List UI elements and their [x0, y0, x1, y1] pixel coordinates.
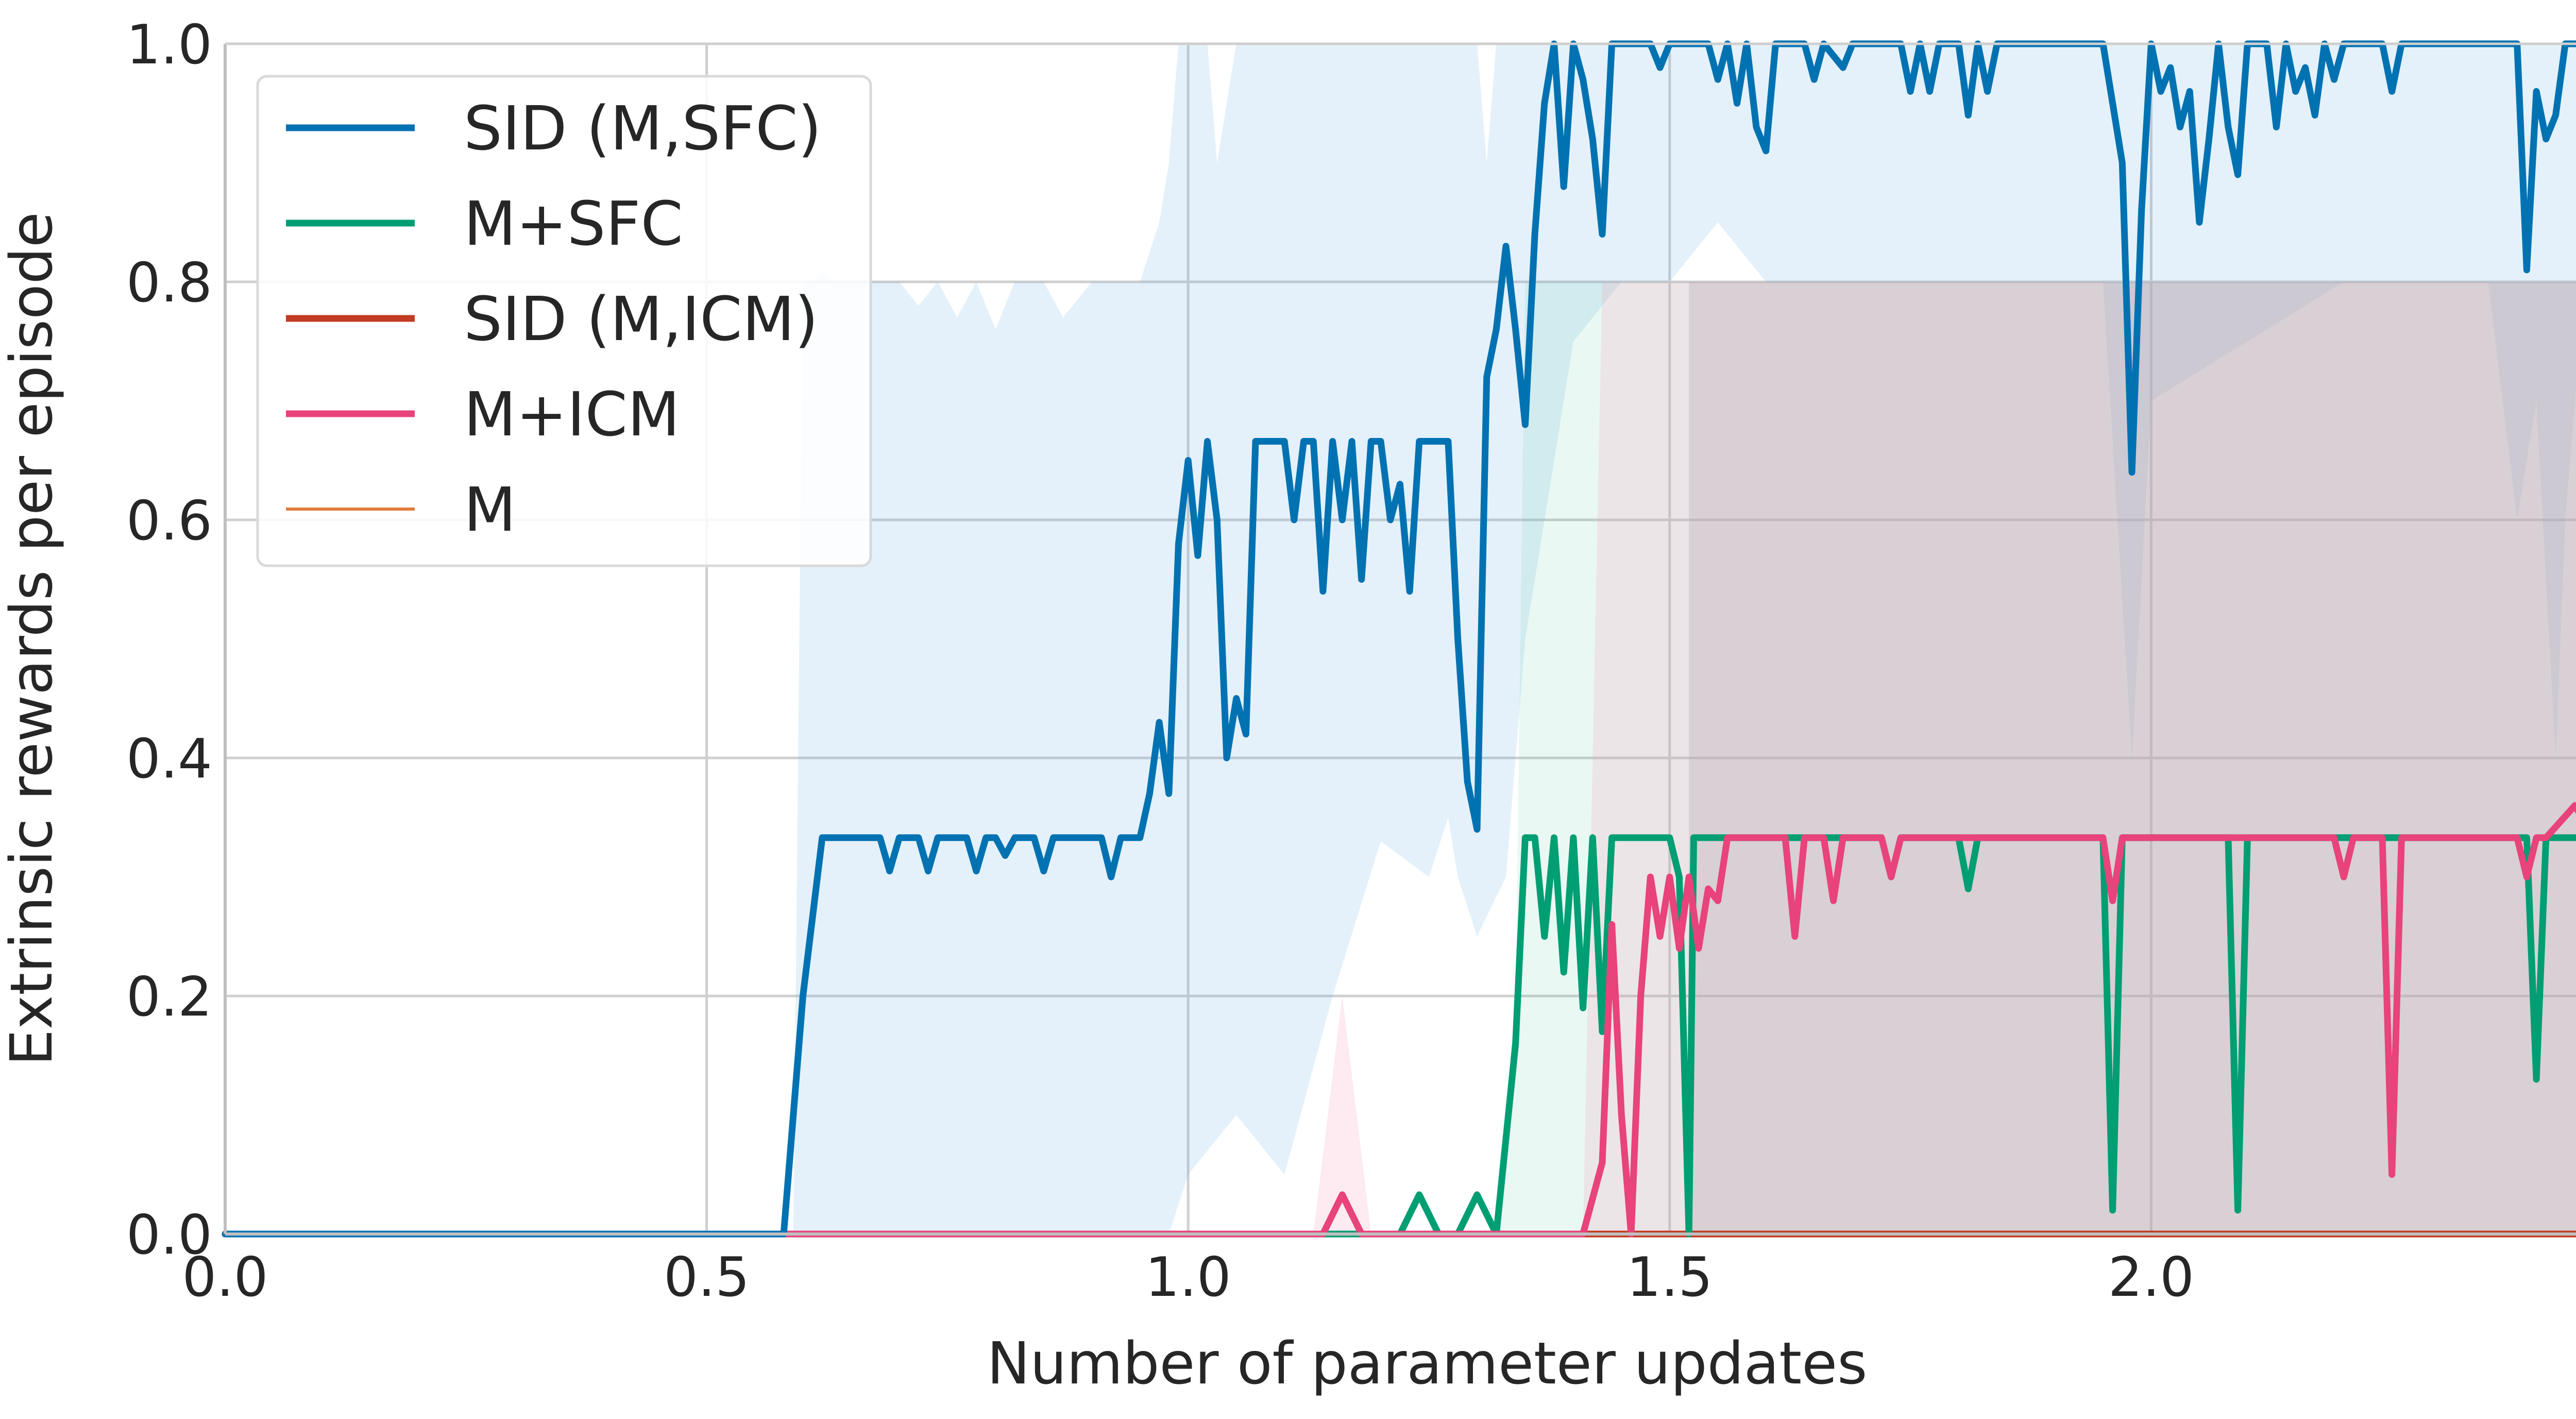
y-tick-label-4: 0.8	[126, 251, 212, 314]
x-tick-labels: 0.00.51.01.52.02.5	[182, 1246, 2194, 1309]
y-tick-labels: 0.0 0.2 0.4 0.6 0.8 1.0	[126, 13, 212, 1266]
legend-label-3: M+ICM	[464, 379, 680, 450]
x-tick-label-4: 2.0	[2108, 1246, 2194, 1309]
x-tick-label-3: 1.5	[1626, 1246, 1713, 1309]
x-axis-label: Number of parameter updates	[987, 1330, 1868, 1397]
legend-label-1: M+SFC	[464, 188, 683, 259]
y-axis-label: Extrinsic rewards per episode	[0, 212, 65, 1066]
legend-label-2: SID (M,ICM)	[464, 283, 818, 354]
band-3	[1689, 282, 2576, 1234]
legend-box	[256, 75, 872, 567]
y-tick-label-3: 0.6	[126, 489, 212, 552]
band-2	[1313, 282, 2576, 1234]
y-tick-label-5: 1.0	[126, 13, 212, 76]
legend-label-4: M	[464, 474, 516, 545]
y-tick-label-0: 0.0	[126, 1204, 212, 1266]
y-tick-label-1: 0.2	[126, 966, 212, 1028]
y-tick-label-2: 0.4	[126, 728, 212, 790]
series-line-0	[222, 40, 2576, 1238]
x-tick-label-1: 0.5	[664, 1246, 750, 1309]
x-tick-label-2: 1.0	[1145, 1246, 1231, 1309]
legend: SID (M,SFC) M+SFC SID (M,ICM) M+ICM M	[256, 75, 872, 567]
x-tick-label-0: 0.0	[182, 1246, 268, 1309]
axes	[224, 42, 2576, 1236]
band-1	[1496, 282, 2576, 1234]
legend-label-0: SID (M,SFC)	[464, 93, 822, 164]
series-line-3	[222, 802, 2576, 1238]
